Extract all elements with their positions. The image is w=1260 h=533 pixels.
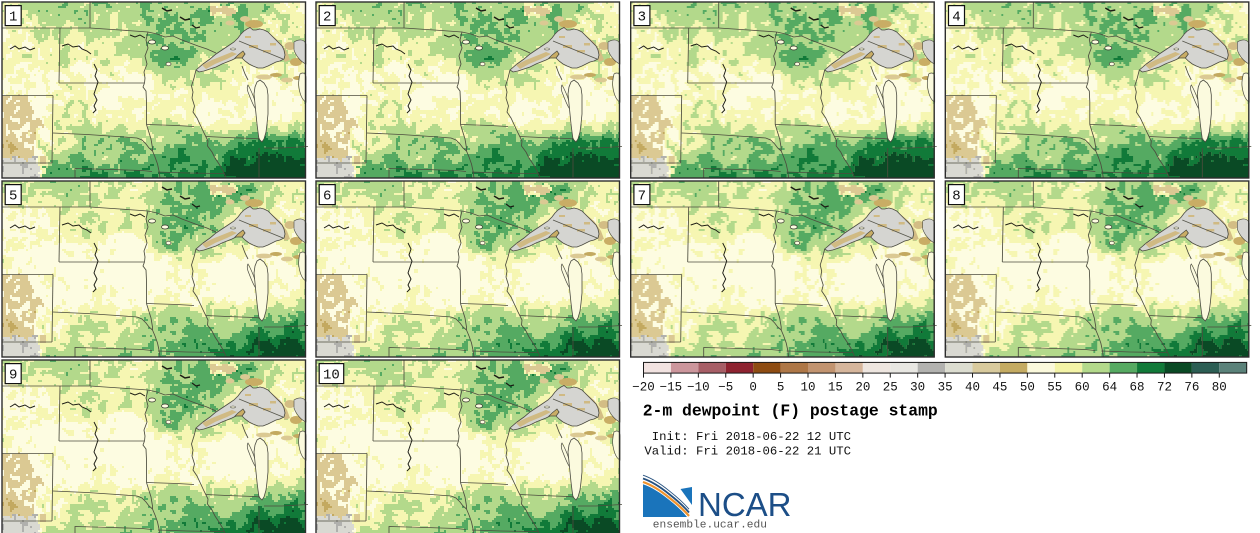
svg-text:5: 5 [9, 189, 17, 205]
svg-text:64: 64 [1102, 381, 1117, 395]
svg-text:−5: −5 [718, 381, 733, 395]
svg-text:2: 2 [323, 10, 331, 26]
svg-text:35: 35 [938, 381, 953, 395]
svg-text:2-m dewpoint (F) postage stamp: 2-m dewpoint (F) postage stamp [643, 402, 938, 421]
svg-text:3: 3 [638, 10, 646, 26]
svg-text:−20: −20 [632, 381, 655, 395]
svg-text:25: 25 [883, 381, 898, 395]
svg-text:72: 72 [1157, 381, 1172, 395]
svg-text:Init: Fri 2018-06-22 12 UTC: Init: Fri 2018-06-22 12 UTC [644, 430, 851, 444]
svg-text:80: 80 [1212, 381, 1227, 395]
svg-text:10: 10 [801, 381, 816, 395]
svg-text:0: 0 [749, 381, 757, 395]
svg-text:55: 55 [1047, 381, 1062, 395]
svg-text:Valid: Fri 2018-06-22 21 UTC: Valid: Fri 2018-06-22 21 UTC [644, 444, 851, 458]
svg-text:60: 60 [1075, 381, 1090, 395]
svg-text:30: 30 [910, 381, 925, 395]
svg-text:68: 68 [1130, 381, 1145, 395]
svg-text:7: 7 [638, 189, 646, 205]
svg-text:NCAR: NCAR [698, 486, 792, 523]
svg-text:40: 40 [965, 381, 980, 395]
svg-text:76: 76 [1184, 381, 1199, 395]
svg-text:50: 50 [1020, 381, 1035, 395]
svg-text:10: 10 [323, 368, 340, 384]
svg-text:1: 1 [9, 10, 17, 26]
svg-text:−10: −10 [687, 381, 710, 395]
svg-text:ensemble.ucar.edu: ensemble.ucar.edu [653, 520, 767, 532]
svg-text:8: 8 [952, 189, 960, 205]
svg-text:4: 4 [952, 10, 960, 26]
svg-text:5: 5 [777, 381, 785, 395]
svg-text:45: 45 [992, 381, 1007, 395]
svg-text:9: 9 [9, 368, 17, 384]
svg-text:15: 15 [828, 381, 843, 395]
svg-text:6: 6 [323, 189, 331, 205]
svg-text:20: 20 [855, 381, 870, 395]
svg-text:−15: −15 [660, 381, 683, 395]
